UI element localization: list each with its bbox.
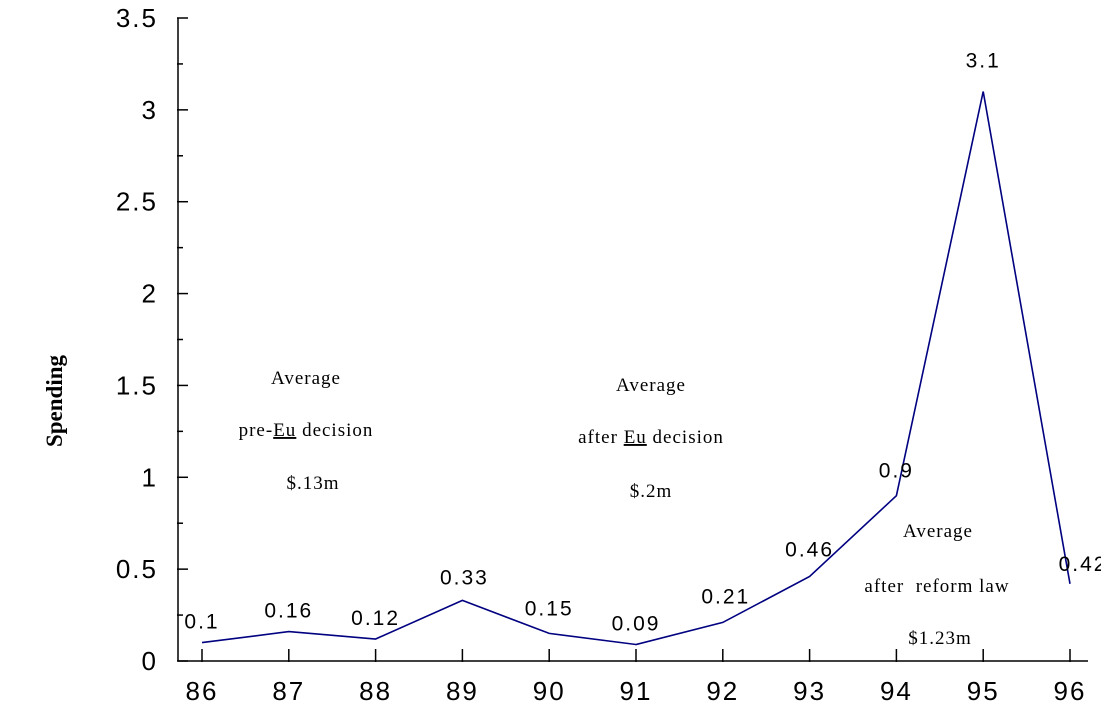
y-tick-label: 2 [142,279,158,309]
x-tick-label: 89 [446,676,479,706]
annotation-after-eu: Average after Eu decision $.2m [578,375,724,502]
x-tick-label: 92 [706,676,739,706]
annotation-pre-eu-line2: pre-Eu decision [239,420,374,441]
y-tick-label: 3 [142,95,158,125]
x-ticks: 86 87 88 89 90 91 92 93 94 95 96 [186,649,1087,706]
annotation-after-eu-line2: after Eu decision [578,427,724,448]
annotation-after-reform-line2: after reform law [864,576,1009,597]
annotation-after-reform: Average after reform law $1.23m [864,521,1009,649]
annotation-after-eu-line3: $.2m [630,481,673,502]
data-label: 0.1 [184,611,219,634]
data-labels: 0.1 0.16 0.12 0.33 0.15 0.09 0.21 0.46 0.9 3.1 0.4… [184,49,1101,635]
data-label: 3.1 [966,49,1001,72]
data-label: 0.12 [351,607,400,630]
x-tick-label: 87 [272,676,305,706]
x-tick-label: 88 [359,676,392,706]
series-line [201,91,1071,646]
data-label: 0.15 [525,597,574,620]
data-label: 0.9 [879,460,914,483]
data-label: 0.16 [264,600,313,623]
y-tick-label: 1.5 [116,370,158,400]
series-spending [201,91,1071,646]
annotation-after-reform-line3: $1.23m [908,628,972,649]
data-label: 0.21 [701,585,750,608]
y-tick-label: 3.5 [116,3,158,33]
annotation-pre-eu: Average pre-Eu decision $.13m [239,368,374,494]
x-tick-label: 96 [1054,676,1087,706]
x-tick-label: 90 [533,676,566,706]
data-label: 0.42 [1059,553,1101,576]
annotation-pre-eu-line3: $.13m [286,473,339,494]
x-tick-label: 91 [620,676,653,706]
y-axis-label: Spending [42,354,67,447]
x-tick-label: 94 [880,676,913,706]
y-tick-label: 1 [142,462,158,492]
x-tick-label: 93 [793,676,826,706]
x-tick-label: 86 [186,676,219,706]
x-tick-label: 95 [967,676,1000,706]
y-tick-label: 2.5 [116,187,158,217]
annotation-after-reform-line1: Average [903,521,973,542]
y-tick-label: 0.5 [116,554,158,584]
data-label: 0.09 [612,612,661,635]
data-label: 0.33 [440,566,489,589]
annotation-after-eu-line1: Average [616,375,686,396]
y-tick-label: 0 [142,646,158,676]
annotation-pre-eu-line1: Average [271,368,341,389]
y-ticks: 0 0.5 1 1.5 2 2.5 3 3.5 [116,3,188,676]
data-label: 0.46 [785,538,834,561]
